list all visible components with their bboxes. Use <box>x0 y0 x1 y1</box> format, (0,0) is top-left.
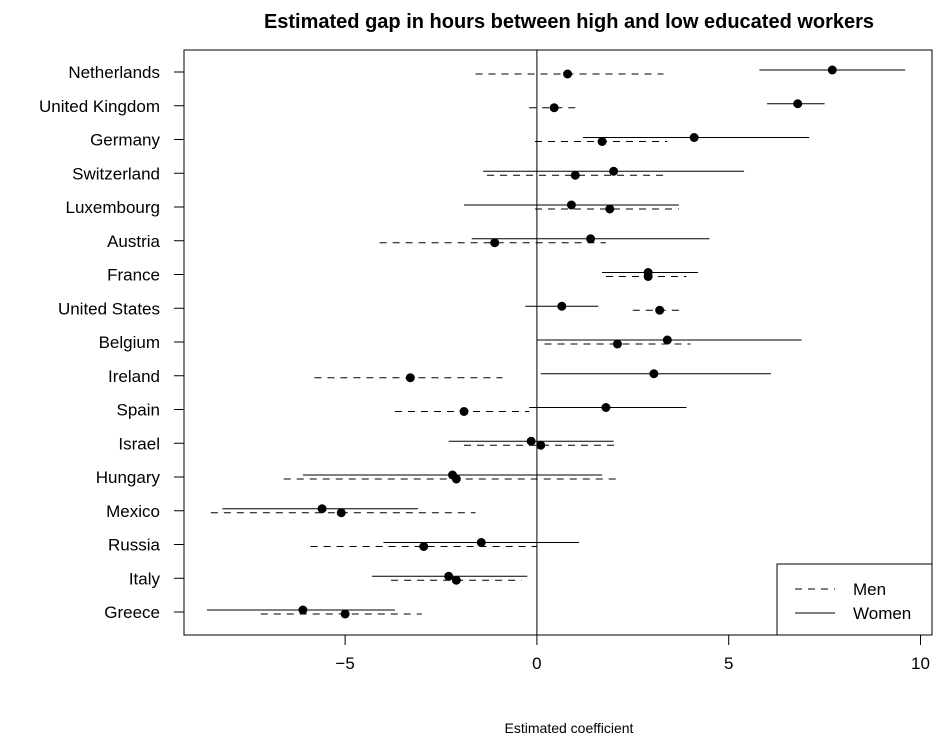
point-men <box>643 272 653 281</box>
point-women <box>566 200 576 210</box>
y-tick-label: Switzerland <box>72 164 160 183</box>
y-tick-label: Ireland <box>108 367 160 386</box>
point-men <box>451 575 461 585</box>
x-tick-label: 5 <box>724 654 733 673</box>
legend: Men Women <box>776 563 933 636</box>
y-tick-label: Russia <box>108 536 161 555</box>
point-women <box>601 403 611 412</box>
point-women <box>662 335 672 345</box>
point-men <box>405 373 415 383</box>
point-men <box>336 508 346 518</box>
point-women <box>476 538 486 547</box>
y-axis: Netherlands United Kingdom Germany Switzerl… <box>39 63 184 622</box>
y-tick-label: Greece <box>104 603 160 622</box>
series-women <box>207 65 906 615</box>
point-women <box>444 571 454 581</box>
x-axis: −5 0 5 10 <box>335 635 930 673</box>
x-tick-label: −5 <box>335 654 354 673</box>
point-men <box>605 204 615 214</box>
y-tick-label: Spain <box>117 401 160 420</box>
point-men <box>419 542 429 551</box>
point-women <box>526 436 536 446</box>
point-men <box>655 305 665 315</box>
x-tick-label: 10 <box>911 654 930 673</box>
legend-label: Women <box>853 604 911 623</box>
point-women <box>298 605 308 615</box>
y-tick-label: Luxembourg <box>65 198 160 217</box>
x-tick-label: 0 <box>532 654 541 673</box>
series-layer <box>207 65 906 619</box>
plot-frame <box>183 49 933 636</box>
y-tick-label: Belgium <box>99 333 160 352</box>
series-men <box>210 69 691 619</box>
point-men <box>612 339 622 349</box>
point-women <box>827 65 837 75</box>
point-women <box>793 99 803 109</box>
point-women <box>689 133 699 142</box>
point-men <box>597 137 607 146</box>
y-tick-label: Germany <box>90 131 160 150</box>
point-men <box>549 103 559 113</box>
point-men <box>340 609 350 619</box>
y-tick-label: Netherlands <box>68 63 160 82</box>
point-women <box>317 504 327 514</box>
y-tick-label: United States <box>58 299 160 318</box>
point-men <box>563 69 573 79</box>
chart-title: Estimated gap in hours between high and … <box>264 11 874 33</box>
point-men <box>451 474 461 484</box>
y-tick-label: France <box>107 266 160 285</box>
y-tick-label: Mexico <box>106 502 160 521</box>
point-women <box>609 166 619 176</box>
point-men <box>490 238 500 248</box>
legend-box <box>776 563 933 636</box>
y-tick-label: Austria <box>107 232 160 251</box>
y-tick-label: Italy <box>129 569 161 588</box>
point-men <box>536 440 546 450</box>
y-tick-label: Israel <box>118 434 160 453</box>
point-women <box>557 301 567 311</box>
point-women <box>649 369 659 379</box>
point-men <box>459 407 469 416</box>
y-tick-label: United Kingdom <box>39 97 160 116</box>
point-men <box>570 170 580 180</box>
x-axis-label: Estimated coefficient <box>505 720 634 736</box>
legend-label: Men <box>853 580 886 599</box>
y-tick-label: Hungary <box>96 468 161 487</box>
point-women <box>586 234 596 244</box>
